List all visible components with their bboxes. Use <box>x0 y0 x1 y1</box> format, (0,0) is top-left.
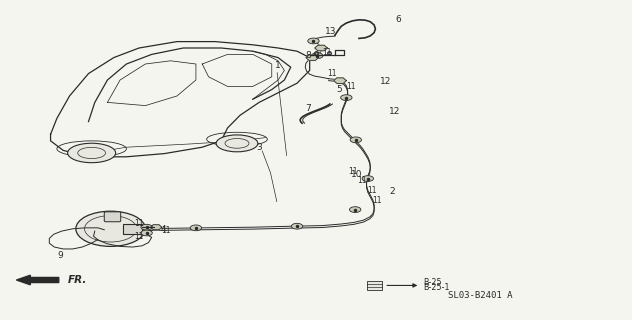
Polygon shape <box>150 225 162 230</box>
Text: 12: 12 <box>380 77 391 86</box>
Circle shape <box>141 224 152 230</box>
Text: 3: 3 <box>256 143 262 152</box>
Text: FR.: FR. <box>68 275 88 285</box>
Text: 6: 6 <box>395 15 401 24</box>
Text: 11: 11 <box>322 48 332 57</box>
Text: 11: 11 <box>134 232 144 241</box>
Text: B-25: B-25 <box>423 278 442 287</box>
Text: 9: 9 <box>57 252 63 260</box>
Text: 11: 11 <box>327 69 337 78</box>
Ellipse shape <box>216 135 258 152</box>
Circle shape <box>362 176 374 181</box>
FancyArrow shape <box>16 275 59 285</box>
Bar <box>367 281 382 290</box>
Circle shape <box>350 137 362 143</box>
FancyBboxPatch shape <box>104 212 121 222</box>
Text: 11: 11 <box>372 196 382 205</box>
Text: 11: 11 <box>348 167 358 176</box>
Polygon shape <box>306 55 319 60</box>
Ellipse shape <box>76 211 145 246</box>
Text: B-25-1: B-25-1 <box>423 283 450 292</box>
Text: 12: 12 <box>389 108 401 116</box>
Bar <box>123 224 142 234</box>
Circle shape <box>291 223 303 229</box>
Circle shape <box>349 207 361 212</box>
Circle shape <box>190 225 202 231</box>
Text: 11: 11 <box>161 226 171 235</box>
Text: 13: 13 <box>325 28 337 36</box>
Circle shape <box>341 95 352 100</box>
Text: 11: 11 <box>134 220 144 228</box>
Polygon shape <box>334 78 346 84</box>
Text: 5: 5 <box>336 85 343 94</box>
Text: 10: 10 <box>351 170 363 179</box>
Circle shape <box>308 38 319 44</box>
Circle shape <box>312 53 323 59</box>
Text: 2: 2 <box>389 188 394 196</box>
Ellipse shape <box>68 143 116 163</box>
Text: 4: 4 <box>161 225 166 234</box>
Text: 7: 7 <box>305 104 312 113</box>
Text: 11: 11 <box>356 176 367 185</box>
Text: SL03-B2401 A: SL03-B2401 A <box>448 292 513 300</box>
Polygon shape <box>315 45 327 51</box>
Circle shape <box>141 230 152 236</box>
Text: 8: 8 <box>305 52 312 60</box>
Text: 11: 11 <box>367 186 377 195</box>
Text: 1: 1 <box>275 61 281 70</box>
Text: 11: 11 <box>346 82 356 91</box>
